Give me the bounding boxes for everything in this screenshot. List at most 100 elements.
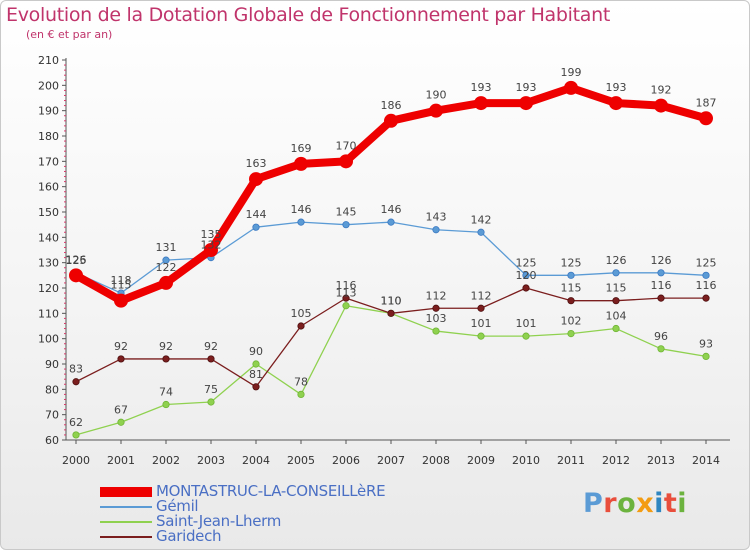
data-label: 116 bbox=[696, 279, 717, 292]
data-label: 83 bbox=[69, 363, 83, 376]
data-point bbox=[384, 113, 398, 128]
data-label: 74 bbox=[159, 386, 173, 399]
data-label: 96 bbox=[654, 330, 668, 343]
data-label: 163 bbox=[246, 157, 267, 170]
y-tick-label: 60 bbox=[45, 434, 59, 447]
data-point bbox=[477, 304, 485, 312]
data-point bbox=[654, 98, 668, 113]
data-label: 110 bbox=[381, 294, 402, 307]
data-point bbox=[387, 309, 395, 317]
data-label: 169 bbox=[291, 142, 312, 155]
x-tick-label: 2014 bbox=[692, 454, 720, 467]
legend-label-garidech: Garidech bbox=[156, 527, 222, 545]
x-tick-label: 2008 bbox=[422, 454, 450, 467]
data-label: 125 bbox=[696, 256, 717, 269]
data-point bbox=[339, 154, 353, 169]
logo-letter: i bbox=[654, 488, 664, 519]
series-line-2 bbox=[75, 305, 707, 436]
data-point bbox=[522, 284, 530, 292]
data-label: 102 bbox=[561, 315, 582, 328]
data-point bbox=[297, 218, 305, 226]
data-label: 193 bbox=[516, 81, 537, 94]
data-label: 125 bbox=[66, 254, 87, 267]
data-label: 118 bbox=[111, 274, 132, 287]
y-tick-label: 70 bbox=[45, 409, 59, 422]
legend-swatch-saint-jean-lherm bbox=[100, 521, 152, 523]
data-label: 132 bbox=[201, 239, 222, 252]
x-tick-label: 2010 bbox=[512, 454, 540, 467]
data-point bbox=[294, 156, 308, 171]
data-label: 122 bbox=[156, 261, 177, 274]
data-point bbox=[342, 221, 350, 229]
data-point bbox=[432, 226, 440, 234]
data-label: 112 bbox=[426, 289, 447, 302]
data-label: 78 bbox=[294, 375, 308, 388]
data-point bbox=[72, 378, 80, 386]
y-tick-label: 130 bbox=[38, 257, 59, 270]
data-label: 145 bbox=[336, 206, 357, 219]
data-point bbox=[117, 418, 125, 426]
data-label: 193 bbox=[471, 81, 492, 94]
data-label: 93 bbox=[699, 337, 713, 350]
data-point bbox=[657, 294, 665, 302]
data-point bbox=[117, 355, 125, 363]
y-tick-label: 170 bbox=[38, 155, 59, 168]
data-point bbox=[252, 223, 260, 231]
x-tick-label: 2003 bbox=[197, 454, 225, 467]
data-label: 193 bbox=[606, 81, 627, 94]
data-point bbox=[252, 360, 260, 368]
chart-title: Evolution de la Dotation Globale de Fonc… bbox=[6, 4, 611, 26]
data-point bbox=[567, 329, 575, 338]
data-label: 126 bbox=[606, 254, 627, 267]
data-point bbox=[204, 243, 218, 257]
y-tick-label: 200 bbox=[38, 79, 59, 92]
logo-letter: i bbox=[677, 488, 688, 519]
x-tick-label: 2002 bbox=[152, 454, 180, 467]
data-label: 113 bbox=[336, 287, 357, 300]
data-label: 146 bbox=[291, 203, 312, 216]
legend-label-saint-jean-lherm: Saint-Jean-Lherm bbox=[156, 512, 282, 530]
data-label: 62 bbox=[69, 416, 83, 429]
data-point bbox=[702, 271, 710, 279]
data-point bbox=[702, 294, 710, 302]
data-label: 125 bbox=[561, 256, 582, 269]
x-tick-label: 2011 bbox=[557, 454, 585, 467]
data-point bbox=[252, 383, 260, 391]
chart-subtitle: (en € et par an) bbox=[26, 28, 113, 41]
y-tick-label: 140 bbox=[38, 231, 59, 244]
data-point bbox=[342, 302, 350, 310]
data-label: 105 bbox=[291, 307, 312, 320]
data-label: 101 bbox=[471, 317, 492, 330]
data-label: 146 bbox=[381, 203, 402, 216]
data-label: 135 bbox=[201, 228, 222, 241]
data-point bbox=[297, 322, 305, 330]
data-label: 110 bbox=[381, 294, 402, 307]
y-tick-label: 100 bbox=[38, 333, 59, 346]
x-tick-label: 2000 bbox=[62, 454, 90, 467]
logo-letter: P bbox=[583, 488, 604, 519]
data-point bbox=[162, 256, 170, 264]
data-label: 103 bbox=[426, 312, 447, 325]
data-point bbox=[249, 172, 263, 187]
data-point bbox=[522, 271, 530, 279]
data-label: 81 bbox=[249, 368, 263, 381]
data-point bbox=[612, 297, 620, 305]
data-point bbox=[474, 96, 488, 111]
data-label: 120 bbox=[516, 269, 537, 282]
data-label: 115 bbox=[561, 282, 582, 295]
x-tick-label: 2001 bbox=[107, 454, 135, 467]
data-point bbox=[72, 431, 80, 439]
data-label: 116 bbox=[336, 279, 357, 292]
data-point bbox=[432, 304, 440, 312]
data-point bbox=[69, 268, 83, 283]
logo-letter: o bbox=[617, 488, 637, 519]
data-label: 144 bbox=[246, 208, 267, 221]
data-label: 192 bbox=[651, 84, 672, 97]
x-tick-label: 2005 bbox=[287, 454, 315, 467]
data-label: 115 bbox=[111, 279, 132, 292]
data-label: 190 bbox=[426, 89, 447, 102]
y-tick-label: 110 bbox=[38, 307, 59, 320]
data-point bbox=[159, 275, 173, 290]
